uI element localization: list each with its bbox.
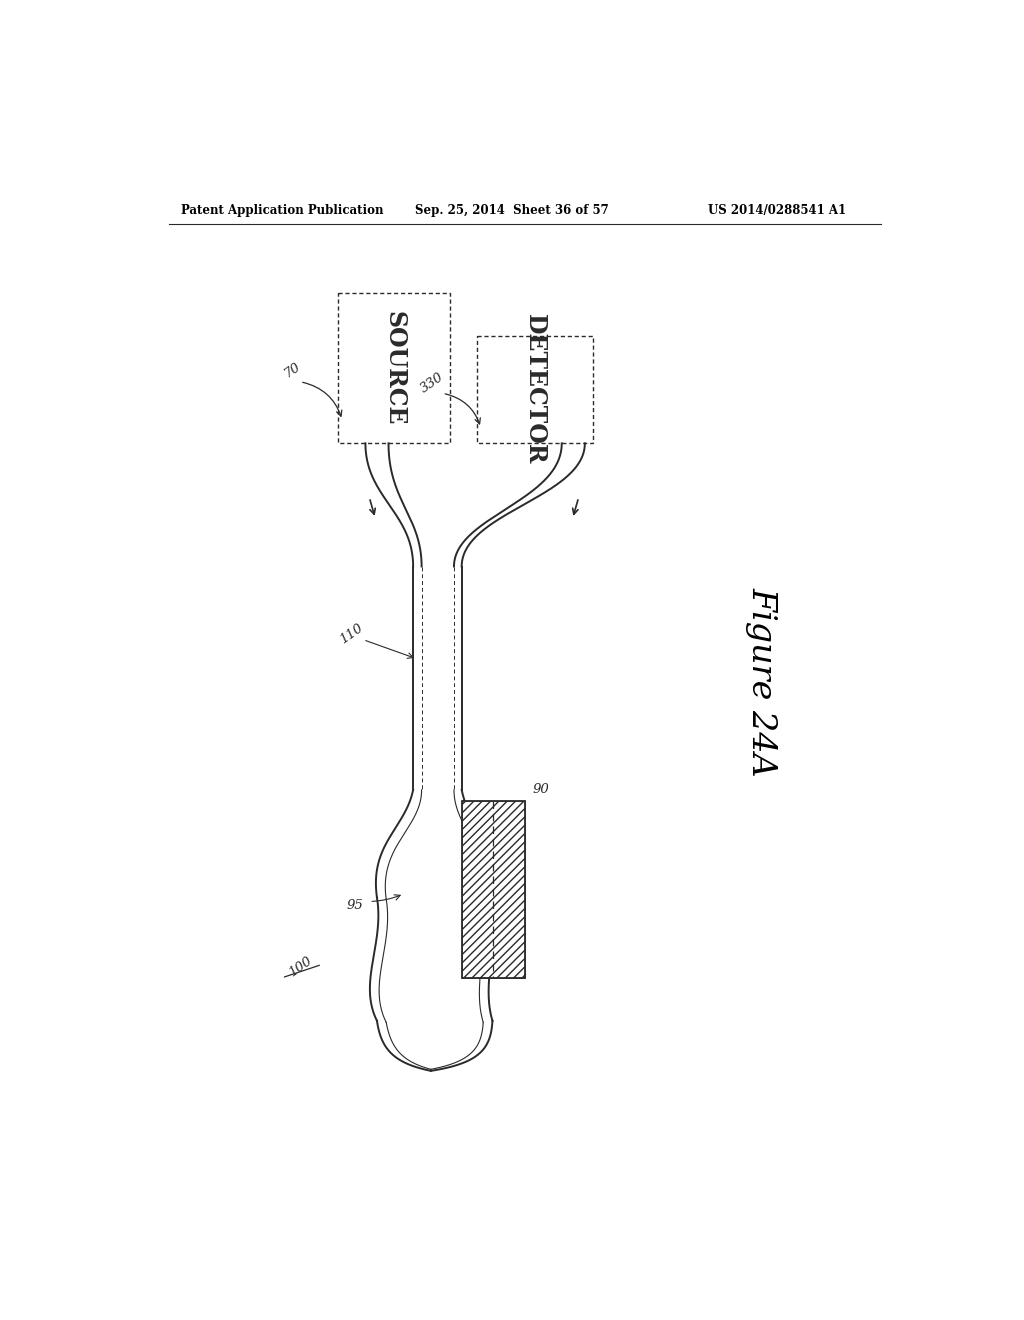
Text: US 2014/0288541 A1: US 2014/0288541 A1 — [708, 205, 846, 218]
Bar — [462, 801, 525, 978]
Text: Sep. 25, 2014  Sheet 36 of 57: Sep. 25, 2014 Sheet 36 of 57 — [416, 205, 609, 218]
Text: 70: 70 — [282, 360, 303, 380]
Text: Patent Application Publication: Patent Application Publication — [180, 205, 383, 218]
Text: 100: 100 — [286, 954, 314, 979]
FancyBboxPatch shape — [339, 293, 451, 444]
Bar — [462, 801, 525, 978]
Text: 90: 90 — [532, 783, 549, 796]
Text: 330: 330 — [419, 371, 446, 396]
Text: Figure 24A: Figure 24A — [745, 587, 778, 776]
Bar — [462, 801, 525, 978]
Text: SOURCE: SOURCE — [382, 312, 407, 425]
Text: 110: 110 — [338, 622, 366, 647]
Text: 95: 95 — [347, 899, 364, 912]
Text: DETECTOR: DETECTOR — [523, 314, 547, 465]
FancyBboxPatch shape — [477, 335, 593, 444]
